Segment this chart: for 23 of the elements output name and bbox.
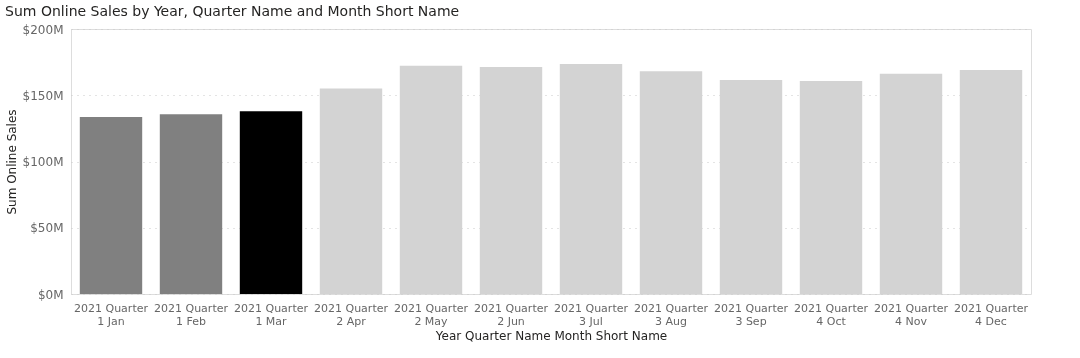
x-tick-label: 2021 Quarter 2 Apr [314, 301, 389, 328]
x-tick-label: 2021 Quarter 1 Jan [74, 301, 149, 328]
y-tick-label: $150M [22, 88, 64, 103]
x-axis-title: Year Quarter Name Month Short Name [434, 328, 668, 343]
x-tick-label: 2021 Quarter 3 Jul [554, 301, 629, 328]
x-tick-label: 2021 Quarter 4 Oct [794, 301, 869, 328]
y-tick-label: $50M [30, 221, 64, 236]
x-tick-label: 2021 Quarter 3 Aug [634, 301, 709, 328]
x-tick-label: 2021 Quarter 1 Mar [234, 301, 309, 328]
y-tick-label: $200M [22, 22, 64, 37]
chart-title: Sum Online Sales by Year, Quarter Name and Month Short Name [5, 3, 460, 19]
y-tick-label: $100M [22, 155, 64, 169]
bar [159, 114, 223, 294]
x-tick-label: 2021 Quarter 2 Jun [474, 301, 549, 328]
y-axis-title: Sum Online Sales [4, 109, 19, 215]
x-tick-label: 2021 Quarter 1 Feb [154, 301, 229, 328]
x-tick-label: 2021 Quarter 4 Dec [954, 301, 1029, 328]
y-tick-label: $0M [37, 287, 64, 302]
x-tick-label: 2021 Quarter 2 May [394, 301, 469, 328]
x-tick-label: 2021 Quarter 3 Sep [714, 301, 789, 328]
bar [79, 117, 143, 294]
x-tick-label: 2021 Quarter 4 Nov [874, 301, 949, 328]
bar [239, 111, 303, 294]
